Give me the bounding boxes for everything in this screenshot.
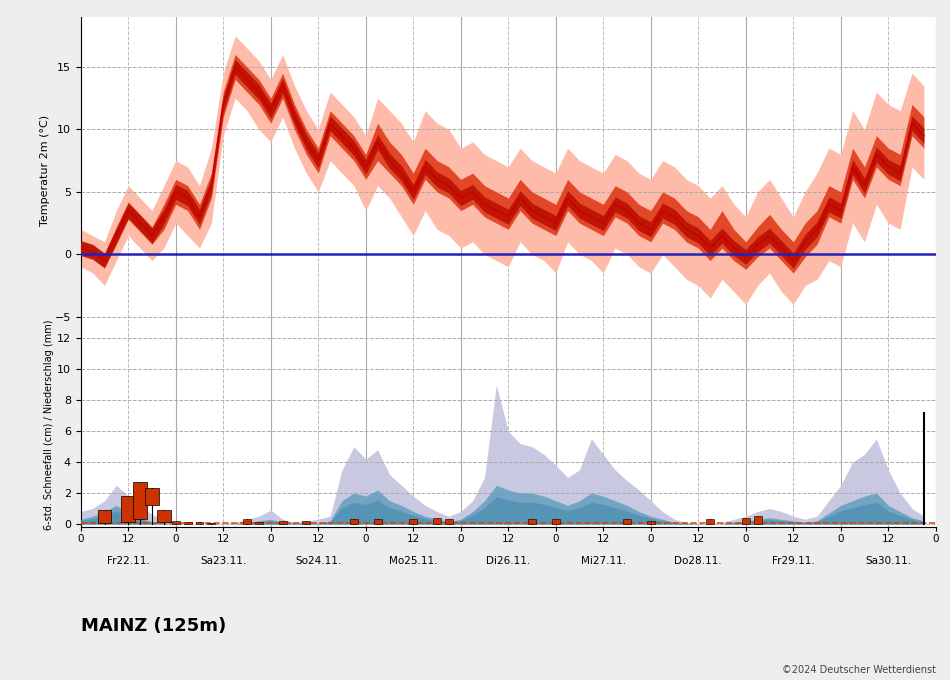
Text: MAINZ (125m): MAINZ (125m) xyxy=(81,617,226,635)
Bar xyxy=(647,521,655,524)
Bar xyxy=(98,510,111,523)
Bar xyxy=(623,520,631,524)
Text: ©2024 Deutscher Wetterdienst: ©2024 Deutscher Wetterdienst xyxy=(782,664,936,675)
Bar xyxy=(207,523,216,524)
Bar xyxy=(157,510,171,522)
Bar xyxy=(172,521,180,524)
Text: Sa30.11.: Sa30.11. xyxy=(865,556,911,566)
Bar xyxy=(742,517,750,524)
Text: Di26.11.: Di26.11. xyxy=(486,556,530,566)
Bar xyxy=(433,517,441,524)
Bar xyxy=(122,496,135,522)
Bar xyxy=(706,520,714,524)
Text: Sa23.11.: Sa23.11. xyxy=(200,556,246,566)
Text: Fr22.11.: Fr22.11. xyxy=(106,556,150,566)
Bar xyxy=(552,520,560,524)
Bar xyxy=(373,520,382,524)
Y-axis label: 6-std. Schneefall (cm) / Niederschlag (mm): 6-std. Schneefall (cm) / Niederschlag (m… xyxy=(44,320,54,530)
Text: Fr29.11.: Fr29.11. xyxy=(771,556,814,566)
Text: Mo25.11.: Mo25.11. xyxy=(389,556,438,566)
Bar xyxy=(255,522,263,524)
Bar xyxy=(196,522,203,524)
Bar xyxy=(278,521,287,524)
Text: Mi27.11.: Mi27.11. xyxy=(580,556,626,566)
Text: Do28.11.: Do28.11. xyxy=(674,556,722,566)
Bar xyxy=(753,516,762,524)
Bar xyxy=(183,522,192,524)
Y-axis label: Temperatur 2m (°C): Temperatur 2m (°C) xyxy=(41,114,50,226)
Bar xyxy=(445,520,453,524)
Bar xyxy=(350,520,358,524)
Bar xyxy=(243,520,251,524)
Bar xyxy=(409,520,417,524)
Bar xyxy=(145,488,159,505)
Bar xyxy=(528,520,536,524)
Text: So24.11.: So24.11. xyxy=(295,556,341,566)
Bar xyxy=(302,521,311,524)
Bar xyxy=(133,482,147,520)
